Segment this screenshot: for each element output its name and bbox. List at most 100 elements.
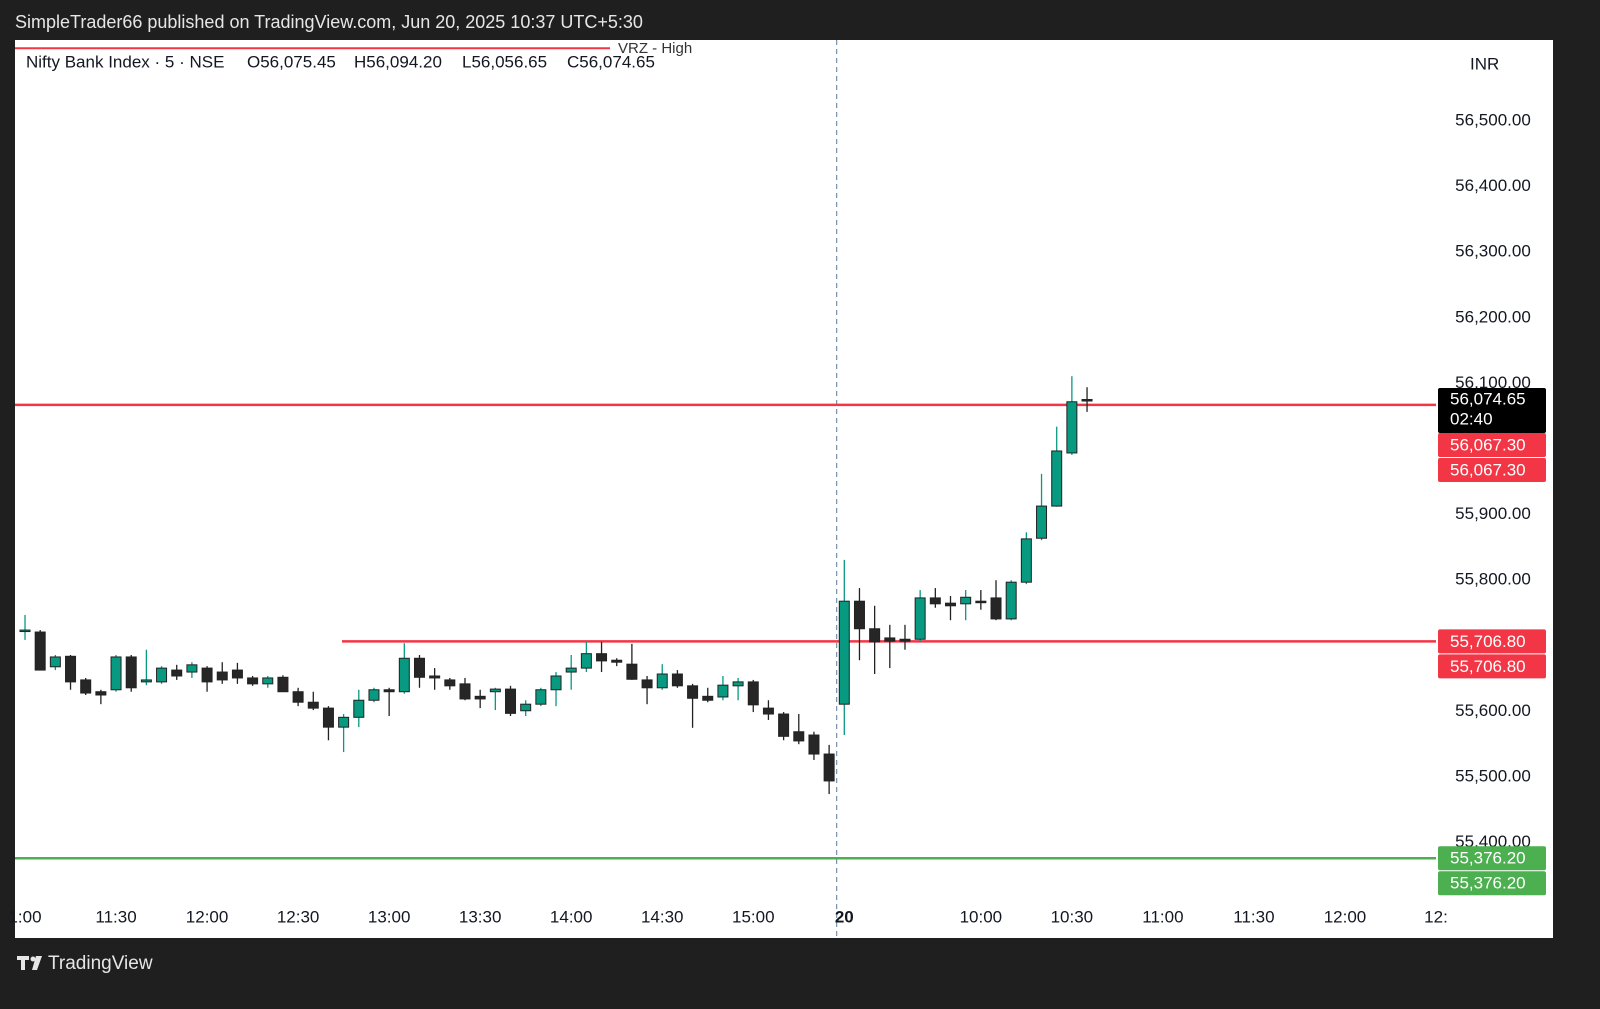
x-tick-label: 11:00 (1142, 907, 1183, 926)
candle-body (565, 667, 577, 673)
x-tick-label: 12: (1424, 907, 1448, 926)
candle-body (702, 695, 714, 701)
candle-body (641, 679, 653, 689)
x-tick-label: 15:00 (732, 907, 775, 926)
candle-body (656, 673, 668, 689)
candle-body (869, 628, 881, 643)
candle-body (1066, 401, 1078, 454)
legend-low: L56,056.65 (462, 52, 547, 71)
candle-body (1036, 505, 1048, 539)
footer-logo (17, 956, 42, 970)
x-tick-label: 14:00 (550, 907, 593, 926)
candle-body (262, 677, 274, 685)
x-tick-label: 13:00 (368, 907, 411, 926)
candle-body (960, 596, 972, 605)
candle-body (277, 676, 289, 693)
vrz-label: VRZ - High (618, 40, 692, 57)
candle-body (65, 655, 77, 683)
candle-body (80, 679, 92, 694)
y-tick-label: 56,500.00 (1455, 110, 1531, 129)
y-tick-label: 55,900.00 (1455, 504, 1531, 523)
candle-body (838, 600, 850, 705)
publisher: SimpleTrader66 published on TradingView.… (15, 12, 643, 32)
level-badge (1438, 433, 1546, 458)
candle-body (596, 653, 608, 662)
x-tick-label: 10:30 (1051, 907, 1094, 926)
candle-body (929, 597, 941, 605)
candle-body (338, 716, 350, 728)
y-tick-label: 56,100.00 (1455, 373, 1531, 392)
level-badge (1438, 871, 1546, 896)
candle-body (95, 691, 107, 696)
candle-body (520, 703, 532, 712)
candle-body (186, 664, 198, 673)
candle-body (489, 688, 501, 693)
level-badge-label: 55,706.80 (1450, 657, 1526, 676)
level-badge (1438, 654, 1546, 679)
candle-body (216, 671, 228, 681)
y-tick-label: 55,800.00 (1455, 570, 1531, 589)
candle-body (231, 669, 243, 679)
candle-body (550, 675, 562, 691)
x-tick-label: 11:30 (95, 907, 136, 926)
legend-high: H56,094.20 (354, 52, 442, 71)
level-badge (1438, 458, 1546, 483)
y-tick-label: 56,400.00 (1455, 176, 1531, 195)
candle-body (793, 731, 805, 742)
candle-body (383, 689, 395, 693)
candle-body (990, 597, 1002, 620)
candle-body (626, 663, 638, 680)
candle-body (474, 695, 486, 700)
candle-body (853, 600, 865, 630)
candle-body (975, 600, 987, 604)
x-tick-label: 14:30 (641, 907, 684, 926)
level-badge-label: 55,376.20 (1450, 874, 1526, 893)
candle-body (413, 657, 425, 678)
candle-body (201, 667, 213, 683)
x-tick-label: 11:30 (1233, 907, 1274, 926)
candle-body (292, 691, 304, 703)
candle-body (171, 669, 183, 677)
candle-body (747, 681, 759, 706)
level-badge-label: 55,706.80 (1450, 632, 1526, 651)
candle-body (808, 734, 820, 755)
candle-body (34, 631, 46, 671)
countdown: 02:40 (1450, 410, 1493, 429)
legend-open: O56,075.45 (247, 52, 336, 71)
candle-body (1020, 538, 1032, 583)
level-badge-label: 56,067.30 (1450, 461, 1526, 480)
x-tick-label: 20 (835, 907, 854, 926)
last-price-label: 56,074.65 (1450, 390, 1526, 409)
level-badge (1438, 846, 1546, 871)
candle-body (247, 677, 259, 685)
x-tick-label: 1:00 (8, 907, 41, 926)
candle-body (535, 689, 547, 705)
last-price-badge (1438, 388, 1546, 434)
y-tick-label: 55,600.00 (1455, 701, 1531, 720)
chart-area (15, 40, 1553, 938)
candle-body (156, 667, 168, 683)
x-tick-label: 13:30 (459, 907, 502, 926)
x-tick-label: 12:30 (277, 907, 320, 926)
candle-body (398, 657, 410, 693)
candle-body (429, 675, 441, 679)
candle-body (110, 656, 122, 691)
candle-body (717, 684, 729, 698)
candle-body (944, 602, 956, 607)
x-tick-label: 12:00 (186, 907, 229, 926)
candle-body (19, 629, 31, 633)
y-tick-label: 56,200.00 (1455, 307, 1531, 326)
candle-body (732, 681, 744, 687)
footer-brand: TradingView (48, 953, 153, 974)
level-badge-label: 55,376.20 (1450, 849, 1526, 868)
candle-body (459, 683, 471, 700)
candle-body (611, 659, 623, 663)
currency: INR (1470, 54, 1499, 73)
legend-close: C56,074.65 (567, 52, 655, 71)
candle-body (778, 713, 790, 737)
legend-symbol: Nifty Bank Index · 5 · NSE (26, 52, 224, 71)
candle-body (914, 597, 926, 640)
candle-body (1051, 450, 1063, 507)
level-badge (1438, 629, 1546, 654)
